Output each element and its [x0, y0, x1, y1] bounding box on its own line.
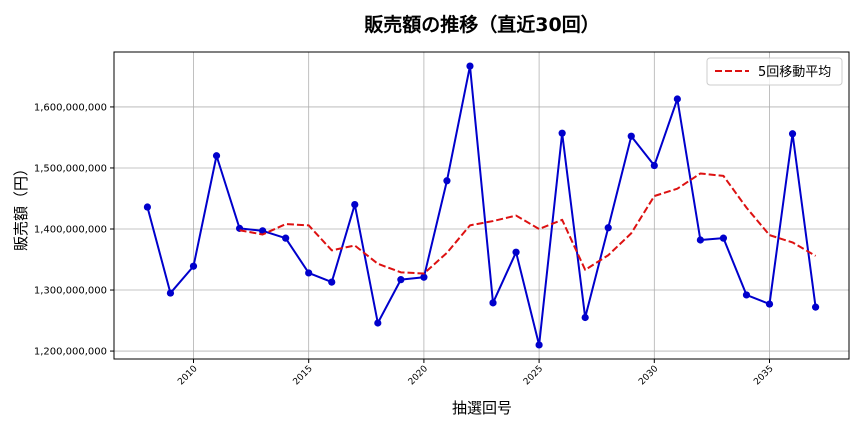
sales-point	[742, 291, 751, 299]
sales-point	[212, 152, 221, 160]
y-tick-label: 1,400,000,000	[34, 224, 107, 235]
sales-point	[443, 177, 451, 185]
sales-line	[146, 65, 817, 346]
y-tick-label: 1,500,000,000	[34, 163, 107, 174]
sales-point	[489, 299, 497, 307]
sales-point	[466, 62, 474, 70]
moving-average-line	[239, 172, 817, 275]
sales-point	[811, 303, 820, 311]
x-tick-label: 2020	[407, 364, 430, 387]
sales-point	[673, 95, 681, 103]
y-axis-ticks: 1,200,000,000 1,300,000,000 1,400,000,000 1…	[34, 102, 114, 358]
sales-point	[420, 273, 428, 281]
sales-point	[535, 341, 543, 349]
sales-point	[788, 130, 797, 138]
sales-point	[581, 313, 589, 322]
chart-title: 販売額の推移（直近30回）	[364, 13, 599, 36]
plot-frame	[113, 51, 850, 360]
sales-point	[143, 203, 152, 211]
sales-point	[650, 161, 658, 170]
sales-point	[397, 276, 405, 284]
y-tick-label: 1,300,000,000	[34, 286, 107, 297]
sales-point	[558, 129, 566, 137]
sales-point	[305, 269, 313, 277]
sales-point	[696, 236, 704, 244]
x-axis-label: 抽選回号	[452, 399, 512, 417]
legend: 5回移動平均	[706, 57, 843, 86]
y-tick-label: 1,200,000,000	[34, 347, 107, 358]
x-tick-label: 2015	[292, 364, 315, 387]
sales-point	[719, 234, 728, 242]
x-axis-ticks: 2010 2015 2020 2025 2030 2035	[176, 359, 776, 387]
y-axis-label: 販売額（円）	[12, 161, 30, 251]
sales-point	[328, 278, 336, 286]
sales-point	[374, 319, 382, 327]
sales-point	[351, 200, 359, 209]
sales-point	[512, 248, 520, 256]
grid-lines	[114, 52, 849, 359]
sales-point	[282, 234, 290, 242]
sales-point	[166, 289, 175, 297]
y-tick-label: 1,600,000,000	[34, 102, 107, 113]
sales-point	[765, 300, 774, 308]
sales-point	[627, 132, 635, 140]
x-tick-label: 2030	[637, 364, 660, 387]
series-layer	[143, 62, 820, 349]
x-tick-label: 2035	[752, 364, 775, 387]
x-tick-label: 2010	[176, 364, 199, 387]
sales-point	[189, 262, 198, 270]
sales-point	[604, 224, 612, 232]
legend-label-moving-average: 5回移動平均	[758, 65, 831, 80]
legend-box	[706, 57, 843, 86]
x-tick-label: 2025	[522, 364, 545, 387]
